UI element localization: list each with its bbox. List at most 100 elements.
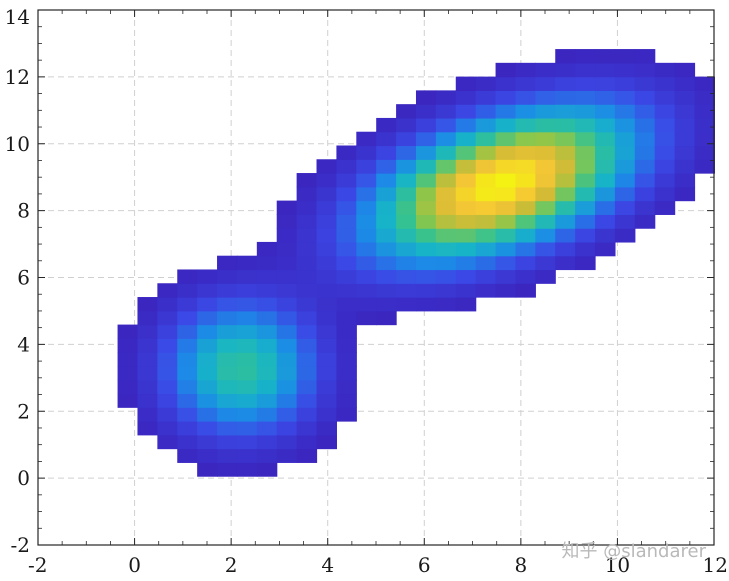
heatmap-cell bbox=[276, 393, 298, 408]
heatmap-cell bbox=[137, 365, 158, 381]
heatmap-cell bbox=[475, 228, 497, 243]
heatmap-cell bbox=[634, 186, 656, 202]
heatmap-cell bbox=[614, 228, 636, 243]
heatmap-cell bbox=[157, 365, 178, 381]
heatmap-cell bbox=[137, 379, 158, 395]
heatmap-cell bbox=[276, 448, 298, 463]
heatmap-cell bbox=[157, 283, 178, 298]
heatmap-cell bbox=[276, 200, 298, 215]
heatmap-cell bbox=[316, 214, 337, 229]
heatmap-cell bbox=[654, 186, 676, 202]
heatmap-cell bbox=[197, 393, 218, 408]
heatmap-cell bbox=[316, 338, 337, 353]
heatmap-cell bbox=[137, 421, 158, 436]
heatmap-cell bbox=[535, 173, 556, 188]
heatmap-cell bbox=[455, 186, 477, 202]
heatmap-cell bbox=[336, 310, 357, 326]
heatmap-cell bbox=[435, 255, 457, 271]
heatmap-cell bbox=[217, 352, 238, 367]
heatmap-cell bbox=[376, 131, 397, 147]
heatmap-cell bbox=[356, 159, 377, 174]
heatmap-cell bbox=[614, 117, 636, 133]
x-tick-label: 10 bbox=[605, 553, 630, 577]
heatmap-cell bbox=[336, 269, 357, 284]
x-tick-label: 2 bbox=[225, 553, 238, 577]
heatmap-cell bbox=[396, 159, 417, 174]
heatmap-cell bbox=[256, 338, 278, 353]
heatmap-cell bbox=[475, 269, 497, 284]
heatmap-cell bbox=[555, 131, 576, 147]
heatmap-cell bbox=[634, 90, 656, 105]
heatmap-cell bbox=[575, 241, 596, 257]
heatmap-cell bbox=[415, 283, 437, 298]
heatmap-cell bbox=[177, 448, 198, 463]
heatmap-cell bbox=[515, 62, 536, 78]
heatmap-cell bbox=[575, 159, 596, 174]
heatmap-cell bbox=[236, 407, 258, 422]
heatmap-cell bbox=[555, 145, 576, 160]
heatmap-cell bbox=[256, 379, 278, 395]
heatmap-cell bbox=[356, 269, 377, 284]
heatmap-cell bbox=[356, 297, 377, 312]
heatmap-cell bbox=[455, 173, 477, 188]
heatmap-cell bbox=[137, 310, 158, 326]
heatmap-cell bbox=[336, 200, 357, 215]
heatmap-cell bbox=[296, 283, 318, 298]
heatmap-cell bbox=[197, 448, 218, 463]
heatmap-cell bbox=[515, 159, 536, 174]
heatmap-cell bbox=[217, 255, 238, 271]
heatmap-cell bbox=[495, 214, 517, 229]
heatmap-cell bbox=[236, 462, 258, 477]
heatmap-cell bbox=[256, 434, 278, 450]
heatmap-cell bbox=[595, 49, 616, 64]
heatmap-cell bbox=[157, 324, 178, 339]
heatmap-cell bbox=[495, 186, 517, 202]
heatmap-cell bbox=[336, 186, 357, 202]
heatmap-cell bbox=[217, 297, 238, 312]
axes bbox=[37, 9, 715, 546]
heatmap-cell bbox=[495, 228, 517, 243]
heatmap-cell bbox=[177, 310, 198, 326]
heatmap-cell bbox=[356, 228, 377, 243]
heatmap-cell bbox=[575, 62, 596, 78]
heatmap-cell bbox=[236, 393, 258, 408]
heatmap-cell bbox=[575, 214, 596, 229]
heatmap-cell bbox=[634, 145, 656, 160]
heatmap-cell bbox=[396, 200, 417, 215]
heatmap-cell bbox=[296, 200, 318, 215]
heatmap-cell bbox=[177, 283, 198, 298]
heatmap-cell bbox=[217, 407, 238, 422]
heatmap-cell bbox=[296, 269, 318, 284]
heatmap-cell bbox=[495, 90, 517, 105]
x-tick-label: 4 bbox=[321, 553, 334, 577]
heatmap-cell bbox=[614, 131, 636, 147]
heatmap-cell bbox=[296, 338, 318, 353]
heatmap-cell bbox=[435, 173, 457, 188]
heatmap-cell bbox=[535, 269, 556, 284]
heatmap-cell bbox=[575, 255, 596, 271]
heatmap-cell bbox=[475, 90, 497, 105]
heatmap-cell bbox=[555, 90, 576, 105]
heatmap-cell bbox=[396, 104, 417, 119]
heatmap-cell bbox=[555, 76, 576, 91]
heatmap-cell bbox=[535, 159, 556, 174]
heatmap-cell bbox=[197, 352, 218, 367]
heatmap-cell bbox=[614, 104, 636, 119]
heatmap-cell bbox=[376, 297, 397, 312]
heatmap-cell bbox=[515, 76, 536, 91]
heatmap-cell bbox=[535, 117, 556, 133]
heatmap-cell bbox=[117, 352, 139, 367]
heatmap-cell bbox=[535, 145, 556, 160]
heatmap-cell bbox=[157, 352, 178, 367]
heatmap-cell bbox=[455, 159, 477, 174]
heatmap-cell bbox=[595, 186, 616, 202]
heatmap-cell bbox=[236, 255, 258, 271]
heatmap-cell bbox=[475, 159, 497, 174]
heatmap-cell bbox=[396, 241, 417, 257]
heatmap-cell bbox=[455, 283, 477, 298]
heatmap-cell bbox=[674, 173, 696, 188]
heatmap-cell bbox=[634, 159, 656, 174]
heatmap-cell bbox=[415, 200, 437, 215]
heatmap-cell bbox=[157, 434, 178, 450]
heatmap-cell bbox=[415, 241, 437, 257]
